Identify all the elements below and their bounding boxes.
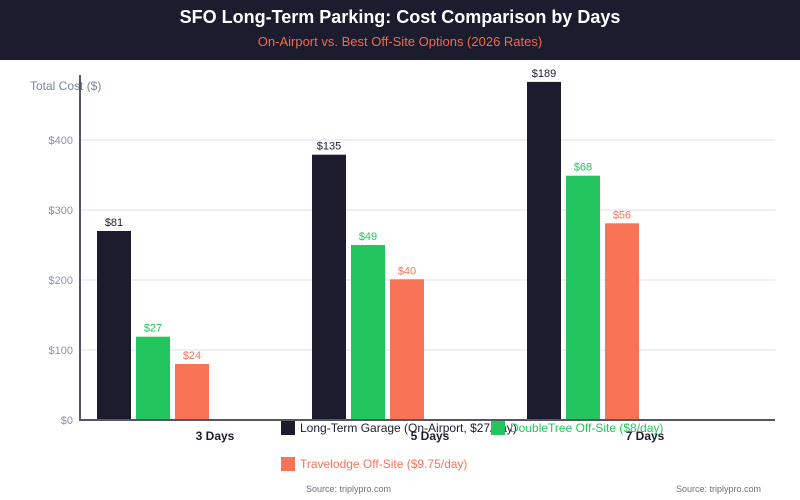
legend-item-doubletree[interactable]: DoubleTree Off-Site ($8/day) — [491, 421, 663, 435]
bar-value-label: $189 — [532, 68, 556, 80]
bar-value-label: $135 — [317, 141, 341, 153]
legend-label-travelodge: Travelodge Off-Site ($9.75/day) — [300, 457, 468, 471]
chart-title: SFO Long-Term Parking: Cost Comparison b… — [179, 7, 621, 27]
bar-value-label: $49 — [359, 231, 377, 243]
legend-item-travelodge[interactable]: Travelodge Off-Site ($9.75/day) — [281, 457, 467, 471]
bar[interactable] — [527, 81, 561, 421]
source-note-right: Source: triplypro.com — [676, 484, 762, 494]
bar[interactable] — [390, 279, 424, 420]
y-tick-label: $100 — [49, 345, 73, 357]
bar-value-label: $40 — [398, 265, 416, 277]
source-note-left: Source: triplypro.com — [306, 484, 392, 494]
x-tick-label: 7 Days — [626, 429, 665, 443]
bar-value-label: $68 — [574, 162, 592, 174]
legend-label-garage: Long-Term Garage (On-Airport, $27/day) — [300, 421, 517, 435]
legend-swatch-travelodge — [281, 457, 295, 471]
legend-item-garage[interactable]: Long-Term Garage (On-Airport, $27/day) — [281, 421, 517, 435]
bar[interactable] — [351, 245, 385, 420]
bar[interactable] — [97, 231, 131, 420]
bar[interactable] — [312, 154, 346, 420]
gridlines — [81, 139, 775, 351]
x-tick-label: 3 Days — [196, 429, 235, 443]
bars: $81 $27 $24 $135 $49 $40 $189 $68 $56 — [97, 68, 639, 421]
bar[interactable] — [175, 364, 209, 420]
bar[interactable] — [605, 223, 639, 420]
y-tick-label: $300 — [49, 205, 73, 217]
bar-value-label: $81 — [105, 217, 123, 229]
y-tick-label: $400 — [49, 135, 73, 147]
y-tick-label: $200 — [49, 275, 73, 287]
chart-header: SFO Long-Term Parking: Cost Comparison b… — [0, 0, 800, 60]
y-axis-ticks: $0 $100 $200 $300 $400 — [49, 135, 73, 427]
legend-label-doubletree: DoubleTree Off-Site ($8/day) — [510, 421, 664, 435]
legend-swatch-doubletree — [491, 421, 505, 435]
x-tick-label: 5 Days — [411, 429, 450, 443]
bar-value-label: $56 — [613, 209, 631, 221]
bar-value-label: $24 — [183, 350, 201, 362]
bar[interactable] — [136, 336, 170, 420]
bar-value-label: $27 — [144, 323, 162, 335]
legend-swatch-garage — [281, 421, 295, 435]
y-axis-label: Total Cost ($) — [30, 79, 101, 93]
chart-subtitle: On-Airport vs. Best Off-Site Options (20… — [257, 34, 543, 49]
x-axis-categories: 3 Days 5 Days 7 Days — [196, 429, 665, 443]
y-tick-label: $0 — [61, 415, 73, 427]
bar[interactable] — [566, 175, 600, 420]
